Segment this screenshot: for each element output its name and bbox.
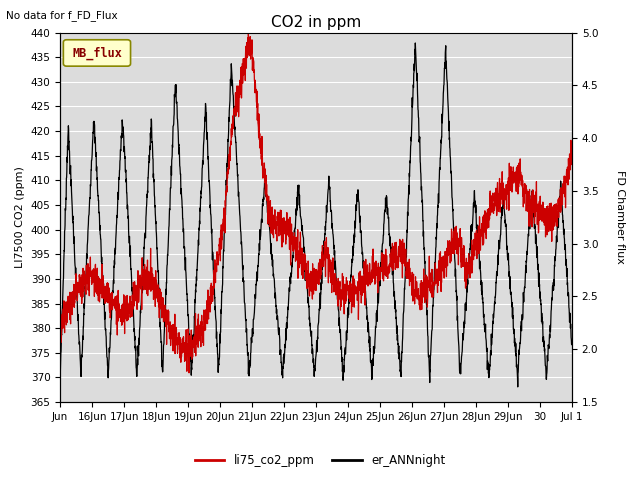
Y-axis label: FD Chamber flux: FD Chamber flux <box>615 170 625 264</box>
Y-axis label: LI7500 CO2 (ppm): LI7500 CO2 (ppm) <box>15 167 25 268</box>
Title: CO2 in ppm: CO2 in ppm <box>271 15 361 30</box>
Text: MB_flux: MB_flux <box>72 46 122 60</box>
Legend: li75_co2_ppm, er_ANNnight: li75_co2_ppm, er_ANNnight <box>190 449 450 472</box>
Text: No data for f_FD_Flux: No data for f_FD_Flux <box>6 10 118 21</box>
